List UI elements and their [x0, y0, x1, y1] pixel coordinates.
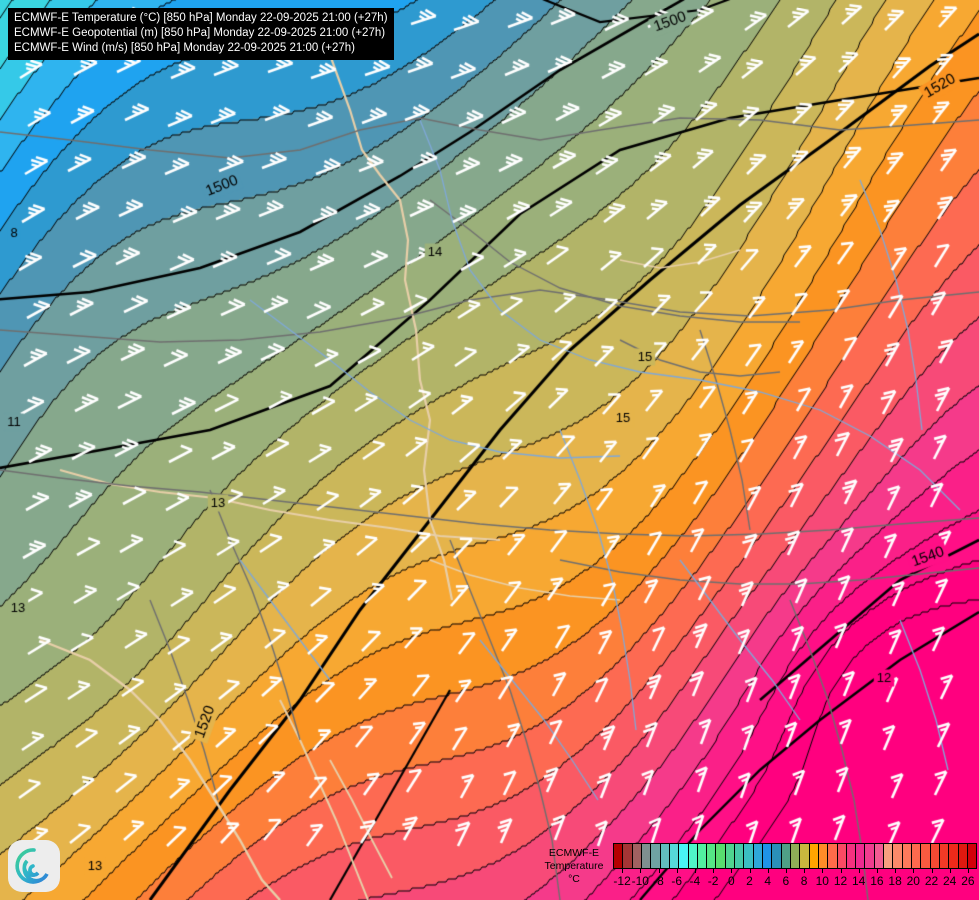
- colorbar-tick-mark: [676, 869, 678, 873]
- colorbar-tick-label: 10: [815, 874, 829, 888]
- colorbar-swatch: [707, 844, 717, 868]
- colorbar-tick-mark: [713, 869, 715, 873]
- colorbar-swatch: [939, 844, 950, 868]
- colorbar-model-label: ECMWF-E: [548, 847, 600, 859]
- colorbar-tick-label: -4: [689, 874, 701, 888]
- colorbar-scale: -12 -10 -8 -6 -4 -2 0 2 4 6 8 10 12 14 16 18 20 22 24 26: [613, 843, 979, 890]
- colorbar-tick-mark: [694, 869, 696, 873]
- colorbar-tick-mark: [822, 869, 824, 873]
- colorbar-tick-mark: [967, 869, 969, 873]
- temperature-colorbar-legend[interactable]: ECMWF-E Temperature °C -12 -10 -8 -6 -4 -2 0 2 4…: [535, 843, 979, 900]
- colorbar-tick-mark: [876, 869, 878, 873]
- title-line-wind: ECMWF-E Wind (m/s) [850 hPa] Monday 22-0…: [14, 42, 355, 54]
- colorbar-swatch: [735, 844, 745, 868]
- colorbar-tick-label: -12: [613, 874, 631, 888]
- colorbar-swatch: [856, 844, 866, 868]
- colorbar-swatch: [958, 844, 968, 868]
- colorbar-swatch: [641, 844, 652, 868]
- colorbar-swatch: [949, 844, 959, 868]
- colorbar-tick-label: 2: [746, 874, 753, 888]
- colorbar-tick-label: 12: [833, 874, 848, 888]
- colorbar-swatch: [800, 844, 810, 868]
- colorbar-tick-label: -8: [653, 874, 664, 888]
- colorbar-swatch: [623, 844, 633, 868]
- colorbar-tick-label: 24: [943, 874, 957, 888]
- colorbar-caption: ECMWF-E Temperature °C: [535, 843, 613, 886]
- site-logo[interactable]: [8, 840, 60, 892]
- colorbar-swatch: [790, 844, 801, 868]
- colorbar-swatch: [632, 844, 642, 868]
- colorbar-tick-label: 16: [870, 874, 884, 888]
- title-line-temperature: ECMWF-E Temperature (°C) [850 hPa] Monda…: [14, 12, 388, 24]
- colorbar-tick-mark: [931, 869, 933, 873]
- colorbar-swatch: [902, 844, 912, 868]
- colorbar-tick-label: 14: [852, 874, 866, 888]
- colorbar-tick-label: 8: [800, 874, 808, 888]
- colorbar-swatch: [930, 844, 940, 868]
- colorbar-swatch: [874, 844, 885, 868]
- colorbar-swatch: [614, 844, 624, 868]
- colorbar-tick-label: 22: [924, 874, 939, 888]
- colorbar-tick-mark: [913, 869, 915, 873]
- spiral-logo-icon: [8, 840, 60, 892]
- colorbar-swatch: [809, 844, 819, 868]
- colorbar-tick-mark: [622, 869, 624, 873]
- colorbar-tick-label: 6: [782, 874, 790, 888]
- colorbar-tick-label: -10: [631, 874, 649, 888]
- colorbar-tick-mark: [804, 869, 806, 873]
- colorbar-swatch: [669, 844, 680, 868]
- colorbar-tick-labels: -12 -10 -8 -6 -4 -2 0 2 4 6 8 10 12 14 16 18 20 22 24 26: [613, 874, 977, 890]
- colorbar-tick-mark: [840, 869, 842, 873]
- colorbar-swatch: [725, 844, 736, 868]
- colorbar-tick-mark: [767, 869, 769, 873]
- colorbar-swatch: [912, 844, 922, 868]
- colorbar-tick-label: 4: [764, 874, 772, 888]
- colorbar-swatch: [716, 844, 726, 868]
- colorbar-swatch: [763, 844, 773, 868]
- colorbar-tick-marks: [613, 869, 977, 873]
- colorbar-tick-mark: [640, 869, 642, 873]
- colorbar-swatch: [697, 844, 708, 868]
- colorbar-swatch: [828, 844, 838, 868]
- colorbar-tick-mark: [949, 869, 951, 873]
- colorbar-swatch: [893, 844, 903, 868]
- colorbar-tick-label: 26: [961, 874, 975, 888]
- colorbar-tick-label: 18: [888, 874, 902, 888]
- colorbar-swatch: [679, 844, 689, 868]
- colorbar-tick-label: -6: [671, 874, 683, 888]
- spiral-glyph: [15, 848, 49, 884]
- colorbar-swatch: [884, 844, 894, 868]
- colorbar-units-label: °C: [568, 873, 580, 885]
- colorbar-swatch: [688, 844, 698, 868]
- colorbar-swatch: [744, 844, 754, 868]
- colorbar-swatch: [837, 844, 847, 868]
- colorbar-swatch: [865, 844, 875, 868]
- colorbar-tick-mark: [658, 869, 660, 873]
- colorbar-tick-mark: [895, 869, 897, 873]
- colorbar-tick-label: 20: [906, 874, 920, 888]
- colorbar-swatch: [781, 844, 791, 868]
- colorbar-tick-mark: [858, 869, 860, 873]
- colorbar-swatch: [772, 844, 782, 868]
- colorbar-swatch: [651, 844, 661, 868]
- colorbar-swatch: [753, 844, 763, 868]
- map-title-block: ECMWF-E Temperature (°C) [850 hPa] Monda…: [8, 8, 394, 60]
- colorbar-tick-mark: [785, 869, 787, 873]
- colorbar-tick-label: -2: [707, 874, 719, 888]
- title-line-geopotential: ECMWF-E Geopotential (m) [850 hPa] Monda…: [14, 27, 386, 39]
- colorbar-swatch: [660, 844, 670, 868]
- colorbar-swatches[interactable]: [613, 843, 977, 869]
- colorbar-swatch: [846, 844, 857, 868]
- colorbar-tick-label: 0: [727, 874, 735, 888]
- colorbar-tick-mark: [731, 869, 733, 873]
- colorbar-swatch: [967, 844, 977, 868]
- colorbar-parameter-label: Temperature: [544, 860, 604, 872]
- colorbar-swatch: [818, 844, 829, 868]
- colorbar-swatch: [921, 844, 931, 868]
- colorbar-tick-mark: [749, 869, 751, 873]
